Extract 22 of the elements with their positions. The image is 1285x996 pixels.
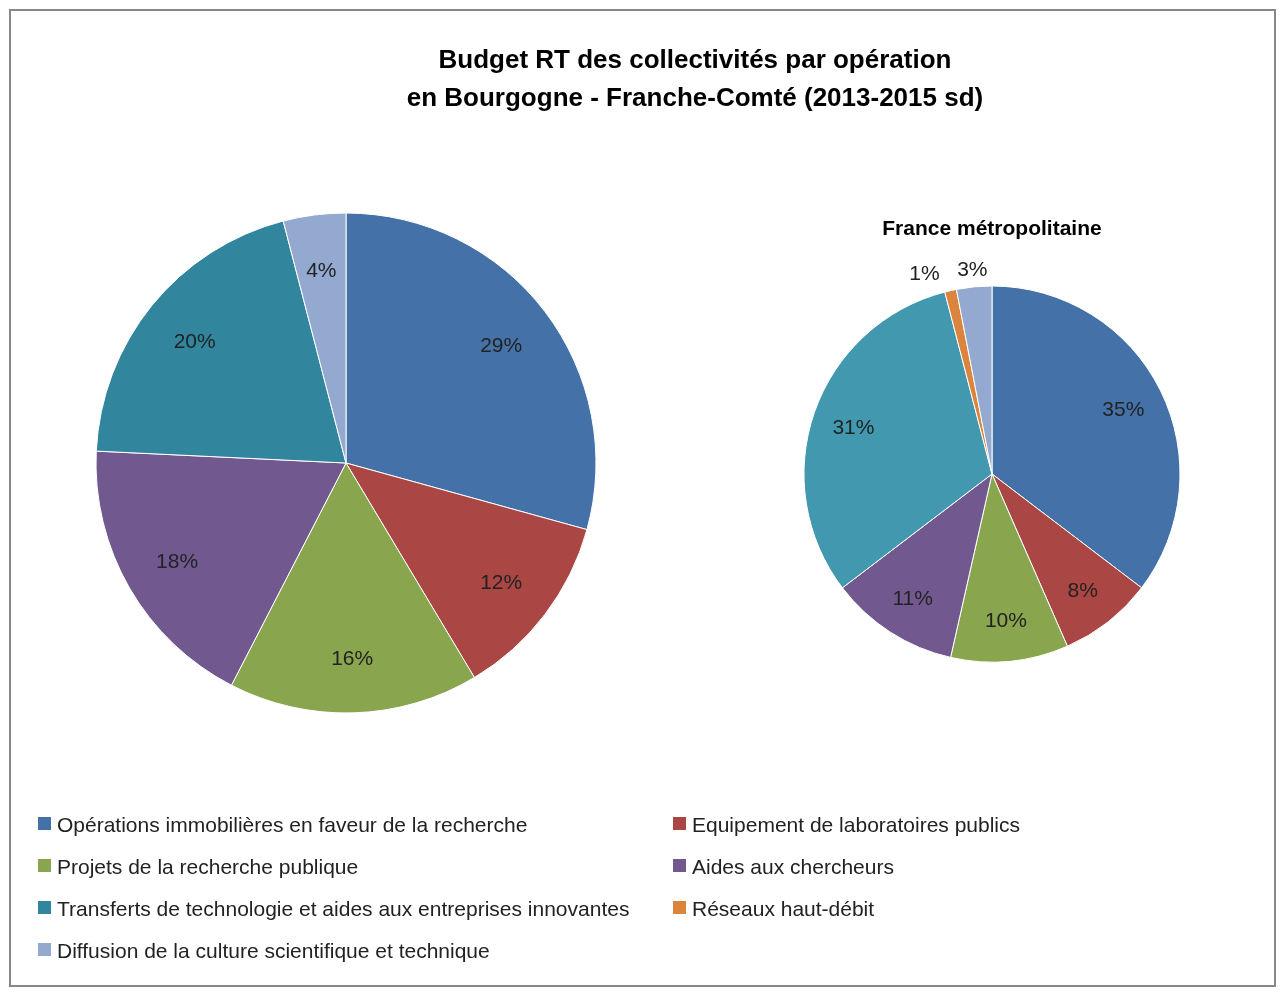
legend-label: Opérations immobilières en faveur de la recherche — [57, 812, 528, 836]
data-label: 18% — [156, 549, 199, 572]
legend-label: Aides aux chercheurs — [692, 854, 894, 878]
data-label: 16% — [331, 646, 374, 670]
data-label: 10% — [984, 608, 1027, 632]
data-label: 20% — [173, 328, 216, 352]
data-label: 1% — [909, 260, 940, 284]
data-label: 35% — [1102, 397, 1145, 421]
data-label: 31% — [832, 414, 875, 438]
chart-title: Budget RT des collectivités par opération en Bourgogne - Franche-Comté (2013-2015 sd) — [406, 44, 984, 112]
data-label: 4% — [306, 258, 337, 282]
data-label: 3% — [957, 256, 988, 280]
legend-label: Transferts de technologie et aides aux entreprises innovantes — [57, 896, 630, 920]
legend-label: Diffusion de la culture scientifique et technique — [57, 938, 490, 962]
data-label: 29% — [480, 333, 523, 357]
chart-title: France métropolitaine — [882, 216, 1102, 239]
data-label: 11% — [892, 585, 933, 609]
legend-label: Réseaux haut-débit — [692, 896, 875, 920]
legend-label: Equipement de laboratoires publics — [692, 812, 1021, 836]
data-label: 8% — [1067, 577, 1098, 601]
legend-label: Projets de la recherche publique — [57, 854, 359, 878]
data-label: 12% — [480, 569, 523, 593]
